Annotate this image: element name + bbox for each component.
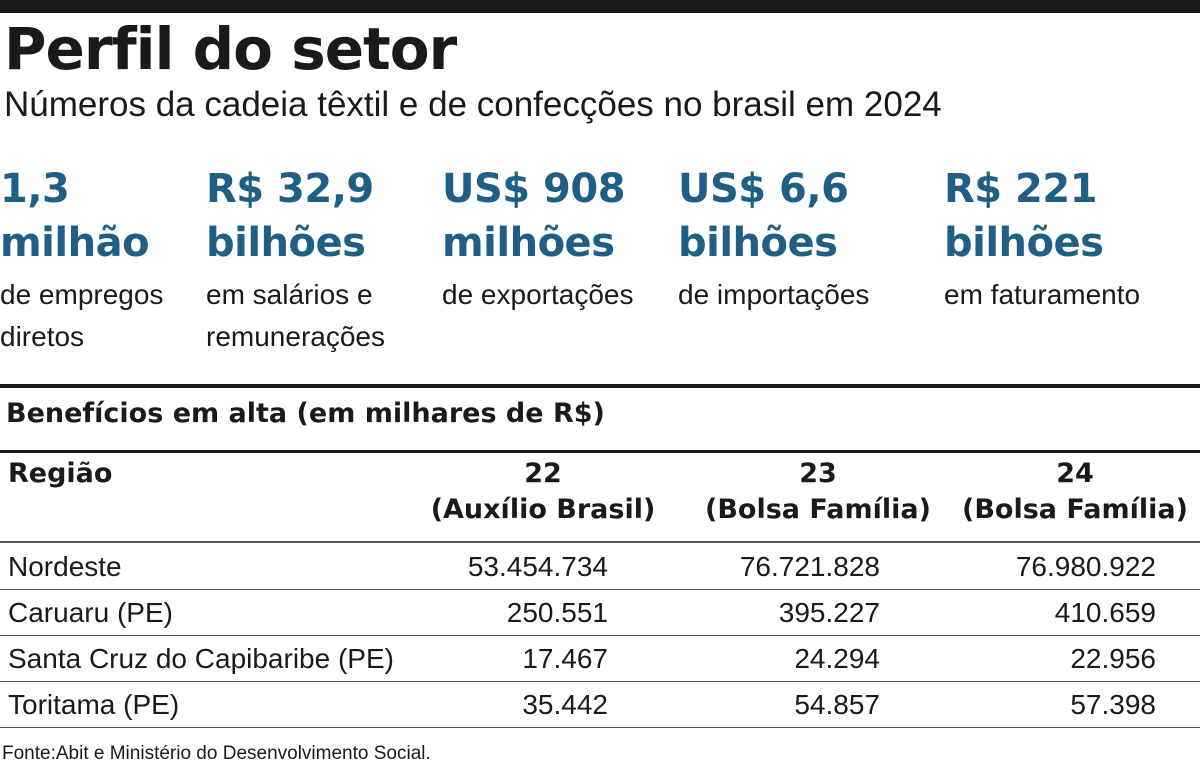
cell-value: 22.956 (1070, 643, 1156, 674)
page-title: Perfil do setor (4, 15, 457, 83)
cell-value: 53.454.734 (467, 551, 608, 582)
cell-value: 35.442 (522, 689, 608, 720)
header-rule (0, 541, 1200, 543)
table-row: Toritama (PE) 35.442 54.857 57.398 (0, 682, 1200, 728)
stat-value: 1,3 milhão (0, 166, 150, 266)
cell-value: 250.551 (506, 597, 608, 628)
row-divider (0, 589, 1200, 590)
cell-value: 54.857 (794, 689, 880, 720)
stat-description: de empregos diretos (0, 279, 164, 352)
page-subtitle: Números da cadeia têxtil e de confecções… (4, 85, 942, 124)
table-row: Santa Cruz do Capibaribe (PE) 17.467 24.… (0, 636, 1200, 682)
header-region: Região (8, 458, 113, 489)
table-divider (0, 450, 1200, 453)
cell-value: 17.467 (522, 643, 608, 674)
stat-imports: US$ 6,6 bilhões de importações (678, 162, 869, 316)
header-col-23: 23 (Bolsa Família) (705, 458, 931, 525)
stat-value: R$ 221 bilhões (944, 166, 1104, 266)
stat-value: R$ 32,9 bilhões (206, 166, 374, 266)
cell-value: 76.721.828 (739, 551, 880, 582)
cell-value: 76.980.922 (1015, 551, 1156, 582)
stat-description: de importações (678, 279, 870, 310)
stat-revenue: R$ 221 bilhões em faturamento (944, 162, 1140, 316)
top-bar (0, 0, 1200, 13)
stat-description: em faturamento (944, 279, 1141, 310)
table-row: Nordeste 53.454.734 76.721.828 76.980.92… (0, 544, 1200, 590)
stat-description: em salários e remunerações (206, 279, 385, 352)
header-col-22: 22 (Auxílio Brasil) (430, 458, 656, 525)
row-divider (0, 727, 1200, 728)
cell-region: Caruaru (PE) (8, 597, 173, 628)
stat-jobs: 1,3 milhão de empregos diretos (0, 162, 163, 358)
cell-value: 410.659 (1054, 597, 1156, 628)
section-divider (0, 384, 1200, 388)
source-note: Fonte:Abit e Ministério do Desenvolvimen… (2, 743, 431, 764)
stat-value: US$ 908 milhões (442, 166, 626, 266)
cell-value: 57.398 (1070, 689, 1156, 720)
cell-region: Nordeste (8, 551, 122, 582)
table-title: Benefícios em alta (em milhares de R$) (6, 398, 605, 429)
stat-salaries: R$ 32,9 bilhões em salários e remuneraçõ… (206, 162, 385, 358)
cell-value: 24.294 (794, 643, 880, 674)
cell-value: 395.227 (778, 597, 880, 628)
header-col-24: 24 (Bolsa Família) (962, 458, 1188, 525)
stat-value: US$ 6,6 bilhões (678, 166, 849, 266)
stat-description: de exportações (442, 279, 634, 310)
cell-region: Toritama (PE) (8, 689, 180, 720)
stat-exports: US$ 908 milhões de exportações (442, 162, 633, 316)
row-divider (0, 681, 1200, 682)
table-row: Caruaru (PE) 250.551 395.227 410.659 (0, 590, 1200, 636)
stats-row: 1,3 milhão de empregos diretos R$ 32,9 b… (0, 162, 1200, 362)
row-divider (0, 635, 1200, 636)
cell-region: Santa Cruz do Capibaribe (PE) (8, 643, 394, 674)
